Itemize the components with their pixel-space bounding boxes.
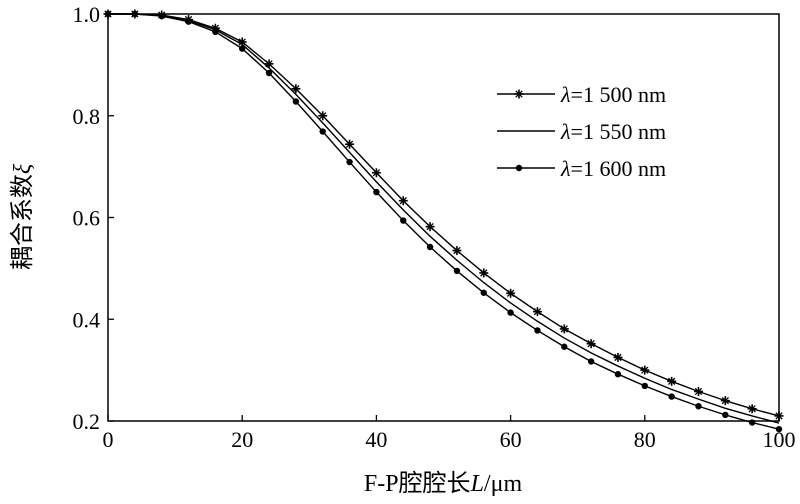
legend-label: λ=1 550 nm [560,119,666,144]
data-point [534,327,541,334]
data-point [425,222,435,232]
data-point [131,10,139,18]
data-point [480,289,487,296]
series-layer [103,9,784,433]
data-point [426,243,434,251]
series [103,9,784,421]
data-point [507,309,514,316]
data-point [640,365,650,375]
data-point [514,89,524,99]
data-point [185,18,192,25]
data-point [212,28,219,36]
data-point [641,382,648,390]
data-point [319,128,326,135]
y-tick-label: 0.4 [73,307,101,332]
x-tick-label: 0 [103,427,114,452]
series-line [108,13,780,417]
legend-label: λ=1 600 nm [560,156,666,181]
data-point [747,404,757,414]
data-point [722,411,729,419]
y-tick-label: 1.0 [73,2,101,27]
legend-item: λ=1 550 nm [497,119,666,144]
series [104,10,783,433]
y-tick-label: 0.6 [73,206,101,231]
data-point [775,425,783,433]
data-point [586,339,596,349]
data-point [479,268,489,278]
series-line [108,13,780,424]
data-point [291,84,301,94]
data-point [720,396,730,406]
data-point [532,307,542,317]
data-point [452,246,462,256]
y-tick-label: 0.8 [73,104,101,129]
data-point [371,168,381,178]
data-point [400,217,407,224]
data-point [667,376,677,386]
data-point [515,164,523,172]
x-tick-label: 40 [365,427,387,452]
legend-label: λ=1 500 nm [560,82,666,107]
data-point [693,386,703,396]
series-line [108,13,780,430]
data-point [265,69,273,77]
data-point [587,358,595,365]
data-point [453,267,461,275]
data-point [346,158,353,166]
data-point [398,196,408,206]
plot-frame [107,13,780,422]
data-point [748,419,756,426]
data-point [373,188,380,196]
data-point [506,288,516,298]
x-axis-label: F-P腔腔长L/μm [364,470,523,497]
x-tick-label: 60 [500,427,522,452]
x-tick-label: 100 [763,427,796,452]
series [108,13,780,424]
data-point [614,370,622,378]
data-point [668,393,675,400]
plot-area [107,13,780,422]
data-point [559,324,569,334]
data-point [158,12,165,20]
data-point [345,139,355,149]
data-point [239,45,246,52]
data-point [613,352,623,362]
legend-item: λ=1 600 nm [497,156,666,181]
legend: λ=1 500 nm λ=1 550 nm λ=1 600 nm [497,82,666,181]
x-tick-label: 20 [231,427,253,452]
ticks-layer: 0 20 40 60 80 100 0.2 0.4 0.6 0.8 1.0 [73,2,796,452]
x-tick-label: 80 [634,427,656,452]
data-point [695,403,702,410]
data-point [318,111,328,121]
y-tick-label: 0.2 [73,409,101,434]
legend-item: λ=1 500 nm [497,82,666,107]
data-point [292,98,300,105]
data-point [561,343,568,350]
y-axis-label: 耦合系数ξ [9,163,36,270]
